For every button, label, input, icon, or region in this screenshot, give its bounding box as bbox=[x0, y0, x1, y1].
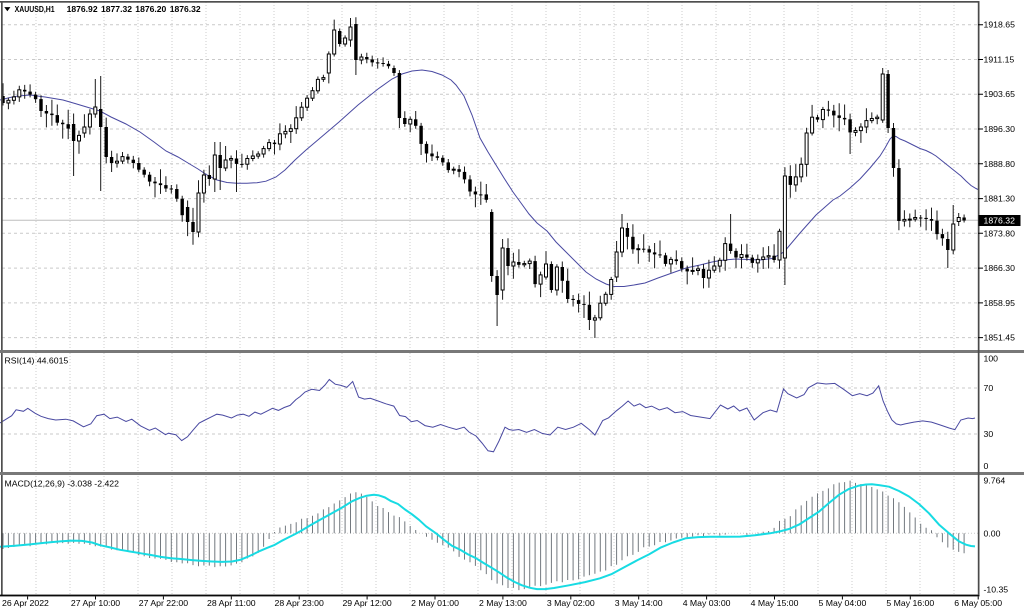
svg-text:1866.30: 1866.30 bbox=[984, 263, 1016, 273]
svg-text:6 May 05:00: 6 May 05:00 bbox=[954, 598, 1002, 608]
svg-text:28 Apr 23:00: 28 Apr 23:00 bbox=[275, 598, 324, 608]
svg-text:70: 70 bbox=[984, 383, 994, 393]
svg-text:1877.32: 1877.32 bbox=[101, 4, 132, 14]
svg-text:9.764: 9.764 bbox=[984, 475, 1006, 485]
svg-text:0: 0 bbox=[984, 461, 989, 471]
svg-text:3 May 14:00: 3 May 14:00 bbox=[615, 598, 663, 608]
svg-text:4 May 15:00: 4 May 15:00 bbox=[751, 598, 799, 608]
svg-text:3 May 02:00: 3 May 02:00 bbox=[547, 598, 595, 608]
svg-text:0.00: 0.00 bbox=[984, 528, 1001, 538]
svg-text:2 May 13:00: 2 May 13:00 bbox=[479, 598, 527, 608]
svg-text:1873.80: 1873.80 bbox=[984, 228, 1016, 238]
svg-text:27 Apr 22:00: 27 Apr 22:00 bbox=[139, 598, 188, 608]
svg-text:-10.35: -10.35 bbox=[984, 584, 1009, 594]
svg-text:MACD(12,26,9) -3.038 -2.422: MACD(12,26,9) -3.038 -2.422 bbox=[5, 479, 120, 489]
svg-text:29 Apr 12:00: 29 Apr 12:00 bbox=[342, 598, 391, 608]
svg-text:1851.45: 1851.45 bbox=[984, 333, 1016, 343]
svg-text:28 Apr 11:00: 28 Apr 11:00 bbox=[207, 598, 256, 608]
svg-text:1876.32: 1876.32 bbox=[984, 215, 1016, 225]
svg-text:1876.20: 1876.20 bbox=[135, 4, 166, 14]
svg-text:1903.65: 1903.65 bbox=[984, 89, 1016, 99]
svg-text:27 Apr 10:00: 27 Apr 10:00 bbox=[71, 598, 120, 608]
svg-text:1918.65: 1918.65 bbox=[984, 20, 1016, 30]
svg-text:1888.80: 1888.80 bbox=[984, 159, 1016, 169]
svg-text:4 May 03:00: 4 May 03:00 bbox=[683, 598, 731, 608]
svg-text:2 May 01:00: 2 May 01:00 bbox=[411, 598, 459, 608]
svg-text:1876.92: 1876.92 bbox=[67, 4, 98, 14]
svg-text:1858.95: 1858.95 bbox=[984, 298, 1016, 308]
svg-text:5 May 16:00: 5 May 16:00 bbox=[886, 598, 934, 608]
svg-text:5 May 04:00: 5 May 04:00 bbox=[818, 598, 866, 608]
svg-text:1876.32: 1876.32 bbox=[170, 4, 201, 14]
svg-text:RSI(14) 44.6015: RSI(14) 44.6015 bbox=[5, 356, 69, 366]
svg-text:1896.30: 1896.30 bbox=[984, 124, 1016, 134]
svg-text:30: 30 bbox=[984, 429, 994, 439]
svg-text:1911.15: 1911.15 bbox=[984, 55, 1015, 65]
svg-text:100: 100 bbox=[984, 354, 999, 364]
svg-text:XAUUSD,H1: XAUUSD,H1 bbox=[15, 4, 55, 14]
svg-text:26 Apr 2022: 26 Apr 2022 bbox=[2, 598, 49, 608]
svg-text:1881.30: 1881.30 bbox=[984, 194, 1016, 204]
